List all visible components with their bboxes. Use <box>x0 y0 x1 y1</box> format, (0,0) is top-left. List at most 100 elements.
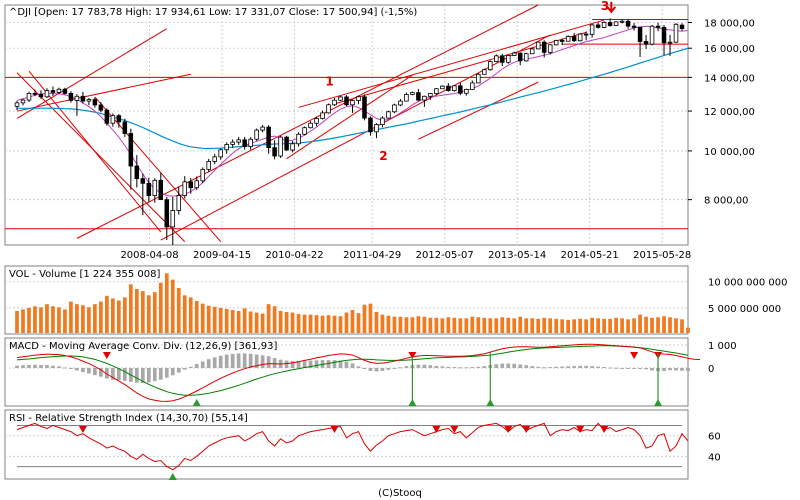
candle-body <box>278 136 283 157</box>
candle-body <box>212 156 217 162</box>
rsi-sell-marker <box>450 426 459 433</box>
x-tick-label: 2014-05-21 <box>561 250 619 261</box>
sell-signal-marker <box>408 352 417 359</box>
volume-bar <box>206 305 211 333</box>
volume-bar <box>164 273 169 333</box>
candle-body <box>152 179 158 196</box>
trend-channel-line <box>298 19 605 108</box>
volume-bar <box>320 315 325 333</box>
candle-body <box>26 93 32 101</box>
volume-bar <box>146 295 151 333</box>
volume-y-tick-label: 10 000 000 000 <box>708 278 788 289</box>
candle-body <box>446 85 451 91</box>
candle-body <box>122 121 128 134</box>
candle-body <box>134 165 140 179</box>
candle-body <box>410 92 415 95</box>
volume-bar <box>57 307 61 333</box>
candle-body <box>637 26 643 42</box>
candle-body <box>398 100 403 106</box>
price-y-tick-label: 8 000,00 <box>704 196 749 207</box>
rsi-sell-marker <box>522 426 531 433</box>
volume-bar <box>302 314 307 333</box>
macd-histogram-bar <box>380 367 385 371</box>
macd-histogram-bar <box>482 366 487 368</box>
rsi-markers <box>78 426 609 480</box>
macd-y-tick-label: 0 <box>708 364 714 375</box>
candle-body <box>80 95 86 102</box>
macd-histogram-bar <box>590 366 594 368</box>
macd-histogram-bar <box>536 366 541 368</box>
volume-bar <box>374 312 379 333</box>
macd-histogram-bar <box>632 367 636 369</box>
volume-bar <box>566 319 571 333</box>
macd-histogram-bar <box>69 367 73 369</box>
macd-histogram-bar <box>608 367 612 369</box>
wave-label: 3 <box>601 0 609 13</box>
volume-bar <box>578 318 583 333</box>
candle-body <box>482 69 487 75</box>
candle-body <box>380 117 385 125</box>
macd-histogram-bar <box>368 367 373 371</box>
rsi-sell-marker <box>78 426 87 433</box>
candle-body <box>440 85 445 90</box>
volume-bar <box>362 304 367 333</box>
volume-bar <box>254 312 259 333</box>
macd-histogram-bar <box>182 367 187 370</box>
macd-histogram-bar <box>584 365 589 368</box>
candle-body <box>553 40 559 46</box>
volume-bar <box>350 309 355 333</box>
volume-bar <box>170 279 175 333</box>
macd-histogram-bar <box>338 360 343 368</box>
candle-body <box>601 22 607 28</box>
volume-bars <box>15 273 690 333</box>
macd-histogram-bar <box>566 366 571 368</box>
macd-histogram-bar <box>146 367 151 383</box>
macd-histogram-bar <box>494 364 499 368</box>
macd-histogram-bar <box>158 367 163 380</box>
volume-bar <box>93 304 97 333</box>
rsi-sell-marker <box>504 426 513 433</box>
macd-histogram-bar <box>33 364 37 368</box>
macd-histogram-bar <box>326 360 331 368</box>
candle-body <box>68 93 74 101</box>
macd-histogram-bar <box>434 365 439 368</box>
candle-body <box>416 92 421 101</box>
macd-histogram-bar <box>458 367 463 369</box>
volume-bar <box>506 317 511 333</box>
price-y-tick-label: 18 000,00 <box>704 18 755 29</box>
candle-body <box>170 210 176 228</box>
macd-histogram-bar <box>578 365 583 368</box>
macd-histogram-bar <box>260 355 265 368</box>
volume-bar <box>584 319 589 333</box>
price-panel-title: ^DJI [Open: 17 783,78 High: 17 934,61 Lo… <box>9 7 417 18</box>
rsi-grid <box>5 424 688 468</box>
candle-body <box>56 88 62 93</box>
volume-bar <box>51 306 55 333</box>
candle-body <box>464 89 469 94</box>
rsi-sell-marker <box>432 426 441 433</box>
macd-histogram-bar <box>446 366 451 368</box>
volume-bar <box>278 310 283 333</box>
volume-bar <box>464 318 469 333</box>
volume-bar <box>314 315 319 333</box>
volume-bar <box>602 318 606 333</box>
macd-histogram-bar <box>75 367 79 371</box>
volume-bar <box>224 308 229 333</box>
volume-bar <box>266 304 271 333</box>
macd-histogram-bar <box>398 367 403 369</box>
macd-histogram-bar <box>290 361 295 368</box>
candle-body <box>577 33 583 42</box>
volume-bar <box>308 314 313 333</box>
macd-histogram-bar <box>344 361 349 368</box>
macd-histogram-bar <box>470 367 475 369</box>
rsi-line <box>16 422 689 471</box>
volume-bar <box>338 316 343 333</box>
volume-bar <box>69 301 73 333</box>
price-y-tick-label: 14 000,00 <box>704 73 755 84</box>
macd-histogram-bar <box>602 367 606 369</box>
macd-markers <box>102 352 663 406</box>
sell-signal-marker <box>630 352 639 359</box>
macd-histogram-bar <box>464 367 469 369</box>
volume-bar <box>368 303 373 333</box>
volume-bar <box>416 316 421 333</box>
